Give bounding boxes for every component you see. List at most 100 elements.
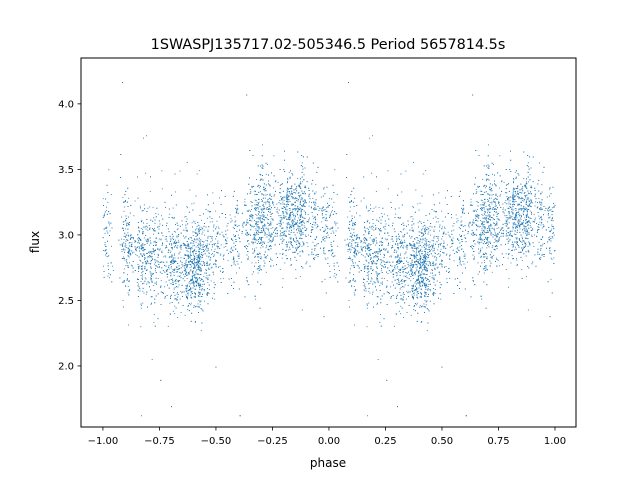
data-point xyxy=(142,243,144,244)
data-point xyxy=(303,174,305,176)
data-point xyxy=(200,280,202,281)
data-point xyxy=(167,325,169,327)
data-point xyxy=(430,300,431,302)
data-point xyxy=(453,229,455,231)
data-point xyxy=(233,260,235,262)
data-point xyxy=(532,221,534,223)
data-point xyxy=(310,207,312,209)
data-point xyxy=(324,257,326,259)
data-point xyxy=(429,262,431,263)
data-point xyxy=(238,237,240,239)
data-point xyxy=(174,257,176,259)
data-point xyxy=(402,246,404,248)
data-point xyxy=(189,259,191,261)
data-point xyxy=(418,235,420,236)
data-point xyxy=(170,274,172,276)
data-point xyxy=(198,278,200,280)
data-point xyxy=(379,233,380,235)
data-point xyxy=(194,259,195,260)
data-point xyxy=(349,239,351,240)
data-point xyxy=(161,170,163,172)
data-point xyxy=(414,245,416,247)
data-point xyxy=(213,273,215,275)
data-point xyxy=(428,231,430,233)
data-point xyxy=(536,207,538,209)
data-point xyxy=(154,260,156,262)
data-point xyxy=(451,246,453,247)
data-point xyxy=(193,220,194,222)
data-point xyxy=(330,232,332,234)
data-point xyxy=(369,137,371,139)
data-point xyxy=(403,275,405,277)
data-point xyxy=(414,246,416,248)
data-point xyxy=(312,215,314,217)
data-point xyxy=(442,220,444,222)
data-point xyxy=(364,268,365,270)
data-point xyxy=(123,281,125,283)
data-point xyxy=(426,330,428,332)
data-point xyxy=(513,178,514,179)
data-point xyxy=(251,220,253,222)
data-point xyxy=(440,298,442,300)
data-point xyxy=(480,225,482,227)
data-point xyxy=(539,258,541,260)
data-point xyxy=(397,257,399,258)
data-point xyxy=(313,221,315,223)
data-point xyxy=(184,314,186,316)
data-point xyxy=(522,222,523,224)
data-point xyxy=(495,184,497,186)
data-point xyxy=(440,243,442,244)
data-point xyxy=(236,200,238,201)
data-point xyxy=(354,216,355,218)
data-point xyxy=(528,220,530,222)
data-point xyxy=(204,234,206,236)
data-point xyxy=(290,237,292,239)
data-point xyxy=(252,217,254,219)
data-point xyxy=(119,244,121,246)
data-point xyxy=(227,229,229,231)
data-point xyxy=(140,326,142,328)
data-point xyxy=(300,201,301,202)
data-point xyxy=(453,260,455,262)
data-point xyxy=(276,207,278,209)
data-point xyxy=(476,210,477,212)
data-point xyxy=(229,214,231,216)
data-point xyxy=(424,265,426,267)
data-point xyxy=(412,206,414,208)
data-point xyxy=(494,234,496,236)
data-point xyxy=(387,245,389,246)
data-point xyxy=(325,258,327,260)
data-point xyxy=(515,237,517,239)
data-point xyxy=(430,234,432,236)
data-point xyxy=(379,321,381,323)
data-point xyxy=(176,293,178,295)
data-point xyxy=(145,293,147,295)
data-point xyxy=(475,214,477,216)
data-point xyxy=(123,206,125,208)
data-point xyxy=(327,231,328,233)
data-point xyxy=(506,225,508,227)
data-point xyxy=(495,211,497,213)
data-point xyxy=(218,227,220,229)
data-point xyxy=(379,217,381,219)
data-point xyxy=(180,245,181,247)
data-point xyxy=(188,238,190,240)
data-point xyxy=(279,200,281,201)
data-point xyxy=(133,215,135,217)
data-point xyxy=(195,246,197,248)
data-point xyxy=(258,221,260,223)
data-point xyxy=(197,306,199,308)
data-point xyxy=(187,247,189,249)
data-point xyxy=(162,235,164,237)
data-point xyxy=(212,253,214,254)
data-point xyxy=(123,248,125,250)
data-point xyxy=(286,195,287,197)
data-point xyxy=(290,258,291,260)
data-point xyxy=(257,203,259,205)
data-point xyxy=(122,258,124,259)
data-point xyxy=(195,305,197,307)
data-point xyxy=(427,296,429,297)
data-point xyxy=(458,249,459,251)
data-point xyxy=(515,208,517,210)
data-point xyxy=(383,253,385,255)
